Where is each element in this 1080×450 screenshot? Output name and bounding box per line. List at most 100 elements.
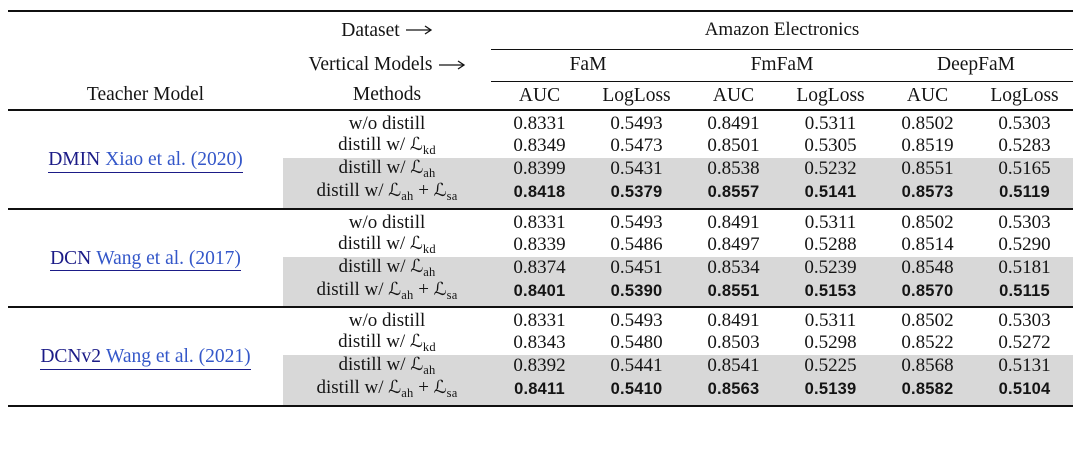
loss-subscript: kd [422,241,436,256]
long-right-arrow-icon [438,60,465,70]
metric-value-cell: 0.8411 [491,378,588,406]
table-row: distill w/ ℒkd 0.8349 0.5473 0.8501 0.5305 0.… [8,134,1073,158]
metric-value-cell: 0.5141 [782,180,879,209]
metric-value-cell: 0.5283 [998,134,1051,156]
metric-value-cell: 0.8551 [879,157,976,181]
metric-value-cell: 0.5390 [588,279,685,308]
header-row-vertical-models: Vertical Models FaM FmFaM DeepFaM [8,49,1073,82]
script-L-loss-symbol: ℒ [410,354,424,376]
method-cell: distill w/ ℒah + ℒsa [283,278,491,308]
loss-subscript: sa [446,287,458,302]
metric-value-cell: 0.8502 [901,211,954,233]
script-L-loss-symbol: ℒ [433,278,447,300]
metric-value-cell: 0.8399 [491,157,588,181]
table-row: distill w/ ℒah 0.8392 0.5441 0.8541 0.5225 0.… [8,354,1073,379]
metric-value-cell: 0.5131 [976,355,1073,379]
metric-value-cell: 0.5239 [782,256,879,280]
metric-value-cell: 0.8573 [879,180,976,209]
table-row: DCN Wang et al. (2017) w/o distill 0.8331 0.… [8,209,1073,272]
empty-header-cell [8,49,283,81]
teacher-model-link[interactable]: DMIN Xiao et al. (2020) [48,149,243,173]
method-cell: w/o distill [348,113,426,134]
table-row: distill w/ ℒkd 0.8339 0.5486 0.8497 0.5288 0.… [8,233,1073,257]
metric-value-cell: 0.8374 [491,256,588,280]
loss-subscript: ah [401,386,414,401]
method-cell: distill w/ ℒkd [338,134,436,158]
logloss-col-header: LogLoss [782,81,879,111]
metric-value-cell: 0.8514 [901,233,954,255]
teacher-model-name[interactable]: DCN [50,247,92,269]
metric-value-cell: 0.8503 [707,332,760,354]
metric-value-cell: 0.5290 [998,233,1051,255]
script-L-loss-symbol: ℒ [433,179,447,201]
metric-value-cell: 0.5225 [782,355,879,379]
table-header: Dataset Amazon Electronics Vertical Mode… [8,11,1073,111]
logloss-col-header: LogLoss [588,81,685,111]
header-row-metrics: Teacher Model Methods AUC LogLoss AUC Lo… [8,81,1073,111]
metric-value-cell: 0.5493 [610,310,663,332]
metric-value-cell: 0.8491 [707,211,760,233]
vertical-models-label: Vertical Models [308,54,433,76]
metric-value-cell: 0.8491 [707,113,760,134]
method-cell: distill w/ ℒah + ℒsa [283,179,491,209]
metric-value-cell: 0.5181 [976,256,1073,280]
citation-link[interactable]: Wang et al. (2017) [96,247,241,269]
metric-value-cell: 0.8534 [685,256,782,280]
loss-subscript: kd [422,340,436,355]
metric-value-cell: 0.8522 [901,332,954,354]
metric-value-cell: 0.8491 [707,310,760,332]
metric-value-cell: 0.5493 [610,211,663,233]
metric-value-cell: 0.8501 [707,134,760,156]
citation-link[interactable]: Xiao et al. (2020) [105,149,243,171]
table-row: distill w/ ℒah + ℒsa 0.8401 0.5390 0.8551 0.… [8,278,1073,308]
citation-link[interactable]: Wang et al. (2021) [106,346,251,368]
metric-value-cell: 0.5473 [610,134,663,156]
method-cell: w/o distill [348,211,426,233]
metric-value-cell: 0.8557 [685,180,782,209]
metric-value-cell: 0.5379 [588,180,685,209]
loss-subscript: sa [446,386,458,401]
metric-value-cell: 0.5493 [610,113,663,134]
metric-value-cell: 0.5272 [998,332,1051,354]
method-cell: distill w/ ℒah [283,157,491,181]
metric-value-cell: 0.8343 [513,332,566,354]
model-group-deepfam: DeepFaM [879,49,1073,82]
header-row-dataset: Dataset Amazon Electronics [8,11,1073,50]
method-cell: distill w/ ℒkd [338,331,436,355]
metric-value-cell: 0.5153 [782,279,879,308]
metric-value-cell: 0.5486 [610,233,663,255]
metric-value-cell: 0.8551 [685,279,782,308]
logloss-col-header: LogLoss [976,81,1073,111]
metric-value-cell: 0.8331 [513,310,566,332]
metric-value-cell: 0.8502 [901,113,954,134]
script-L-loss-symbol: ℒ [410,157,424,179]
metric-value-cell: 0.5441 [588,355,685,379]
teacher-model-link[interactable]: DCN Wang et al. (2017) [50,247,241,272]
loss-subscript: ah [401,287,414,302]
script-L-loss-symbol: ℒ [409,331,423,353]
teacher-model-name[interactable]: DCNv2 [40,346,102,368]
metric-value-cell: 0.8541 [685,355,782,379]
long-right-arrow-icon [405,25,432,35]
teacher-block: DMIN Xiao et al. (2020) w/o distill 0.8331 0… [8,110,1073,209]
dataset-pointer-cell: Dataset [283,11,491,49]
loss-subscript: ah [423,363,436,378]
metric-value-cell: 0.5115 [976,279,1073,308]
script-L-loss-symbol: ℒ [388,278,402,300]
dataset-group-header: Amazon Electronics [491,11,1073,50]
table-row: distill w/ ℒah 0.8374 0.5451 0.8534 0.5239 0.… [8,256,1073,280]
methods-col-header: Methods [283,81,491,111]
empty-header-cell [8,11,283,49]
metric-value-cell: 0.5410 [588,378,685,406]
metric-value-cell: 0.5119 [976,180,1073,209]
metric-value-cell: 0.5303 [998,310,1051,332]
metric-value-cell: 0.8497 [707,233,760,255]
table-row: DCNv2 Wang et al. (2021) w/o distill 0.8331… [8,307,1073,370]
teacher-model-link[interactable]: DCNv2 Wang et al. (2021) [40,346,251,370]
metric-value-cell: 0.8339 [513,233,566,255]
metric-value-cell: 0.5298 [804,332,857,354]
script-L-loss-symbol: ℒ [409,134,423,156]
teacher-model-name[interactable]: DMIN [48,149,101,171]
metric-value-cell: 0.8392 [491,355,588,379]
metric-value-cell: 0.5311 [804,211,857,233]
